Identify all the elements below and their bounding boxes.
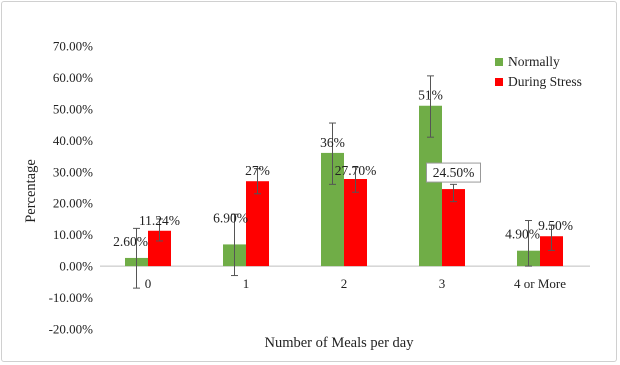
bar-normally xyxy=(321,152,344,267)
legend-swatch xyxy=(495,58,503,66)
x-tick-label: 1 xyxy=(243,276,250,291)
x-axis-title: Number of Meals per day xyxy=(265,335,415,351)
data-label: 6.90% xyxy=(213,210,248,225)
legend-label: During Stress xyxy=(508,74,582,89)
legend: Normally During Stress xyxy=(495,54,582,89)
x-tick-label: 0 xyxy=(145,276,152,291)
y-tick-label: 20.00% xyxy=(53,196,93,211)
bar-during-stress xyxy=(246,181,269,267)
bar-normally xyxy=(419,105,442,267)
error-bar xyxy=(133,227,140,289)
x-tick-label: 4 or More xyxy=(514,276,566,291)
data-label: 36% xyxy=(320,135,345,150)
data-label: 51% xyxy=(418,88,443,103)
data-label: 11.24% xyxy=(139,213,180,228)
data-label: 2.60% xyxy=(113,234,148,249)
data-label: 4.90% xyxy=(505,227,540,242)
y-tick-label: -10.00% xyxy=(49,290,94,305)
error-bar xyxy=(525,220,532,267)
y-tick-label: 30.00% xyxy=(53,164,93,179)
error-bar xyxy=(231,213,238,277)
y-tick-label: 70.00% xyxy=(53,39,93,54)
bar-during-stress xyxy=(344,179,367,267)
data-label: 24.50% xyxy=(433,165,475,180)
bars xyxy=(125,105,563,267)
legend-label: Normally xyxy=(508,54,560,69)
error-bar xyxy=(352,166,359,193)
error-bar xyxy=(329,122,336,185)
y-tick-label: 40.00% xyxy=(53,133,93,148)
error-bar xyxy=(427,75,434,138)
error-bar xyxy=(156,218,163,242)
x-axis-ticks: 0 1 2 3 4 or More xyxy=(145,276,566,291)
y-tick-label: 50.00% xyxy=(53,101,93,116)
x-tick-label: 2 xyxy=(341,276,348,291)
bar-during-stress xyxy=(442,189,465,267)
y-axis-ticks: 70.00% 60.00% 50.00% 40.00% 30.00% 20.00% 10.0… xyxy=(49,39,94,337)
data-label: 9.50% xyxy=(538,218,573,233)
data-label-box xyxy=(426,162,481,183)
data-label: 27.70% xyxy=(335,163,377,178)
error-bar xyxy=(254,168,261,195)
data-labels: 2.60% 11.24% 6.90% 27% 36% 27.70% 51% 24.50% 4.9… xyxy=(113,88,573,249)
error-bars xyxy=(133,75,555,289)
bar-during-stress xyxy=(148,230,171,267)
y-tick-label: 0.00% xyxy=(59,259,93,274)
legend-swatch xyxy=(495,78,503,86)
bar-during-stress xyxy=(540,236,563,267)
error-bar xyxy=(548,224,555,251)
x-tick-label: 3 xyxy=(439,276,446,291)
y-tick-label: 60.00% xyxy=(53,70,93,85)
y-axis-title: Percentage xyxy=(23,159,39,223)
error-bar xyxy=(450,183,457,203)
data-label: 27% xyxy=(245,163,270,178)
y-tick-label: 10.00% xyxy=(53,227,93,242)
y-tick-label: -20.00% xyxy=(49,322,94,337)
